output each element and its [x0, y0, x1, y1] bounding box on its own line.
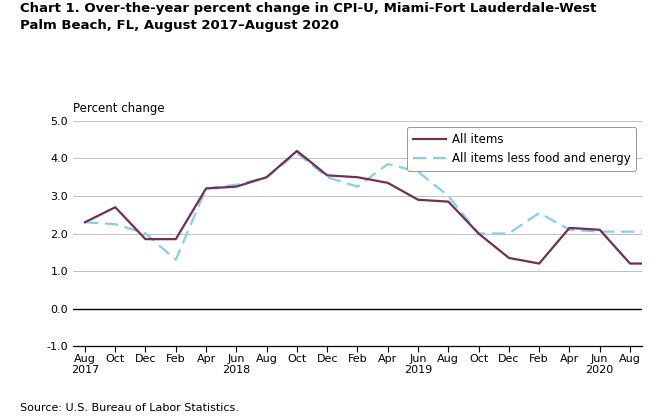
All items less food and energy — [475, 231, 483, 236]
All items — [263, 175, 271, 180]
All items — [505, 255, 513, 260]
All items — [475, 231, 483, 236]
All items — [232, 184, 240, 189]
Text: Source: U.S. Bureau of Labor Statistics.: Source: U.S. Bureau of Labor Statistics. — [20, 403, 239, 413]
Text: Chart 1. Over-the-year percent change in CPI-U, Miami-Fort Lauderdale-West: Chart 1. Over-the-year percent change in… — [20, 2, 596, 15]
All items — [596, 227, 604, 232]
All items — [444, 199, 452, 204]
Text: Palm Beach, FL, August 2017–August 2020: Palm Beach, FL, August 2017–August 2020 — [20, 19, 339, 32]
Legend: All items, All items less food and energy: All items, All items less food and energ… — [406, 127, 636, 171]
All items less food and energy — [111, 221, 119, 226]
All items less food and energy — [596, 229, 604, 234]
All items less food and energy — [535, 210, 543, 215]
All items less food and energy — [565, 227, 573, 232]
All items — [111, 205, 119, 210]
All items less food and energy — [414, 169, 422, 174]
Line: All items less food and energy: All items less food and energy — [85, 153, 662, 288]
All items — [172, 236, 180, 241]
All items less food and energy — [505, 231, 513, 236]
All items less food and energy — [172, 257, 180, 262]
All items — [626, 261, 634, 266]
Line: All items: All items — [85, 151, 662, 329]
All items less food and energy — [263, 175, 271, 180]
All items — [323, 173, 331, 178]
All items less food and energy — [232, 182, 240, 187]
All items less food and energy — [202, 186, 210, 191]
All items — [293, 148, 301, 153]
All items less food and energy — [354, 184, 361, 189]
All items less food and energy — [444, 193, 452, 198]
All items less food and energy — [293, 150, 301, 155]
All items — [384, 180, 392, 185]
All items less food and energy — [142, 231, 150, 236]
All items — [656, 261, 662, 266]
All items — [202, 186, 210, 191]
All items less food and energy — [323, 175, 331, 180]
All items — [354, 175, 361, 180]
All items — [414, 197, 422, 202]
All items — [81, 220, 89, 225]
All items — [565, 225, 573, 230]
Text: Percent change: Percent change — [73, 102, 164, 115]
All items less food and energy — [656, 229, 662, 234]
All items — [142, 236, 150, 241]
All items less food and energy — [626, 229, 634, 234]
All items less food and energy — [81, 220, 89, 225]
All items — [535, 261, 543, 266]
All items less food and energy — [384, 161, 392, 166]
